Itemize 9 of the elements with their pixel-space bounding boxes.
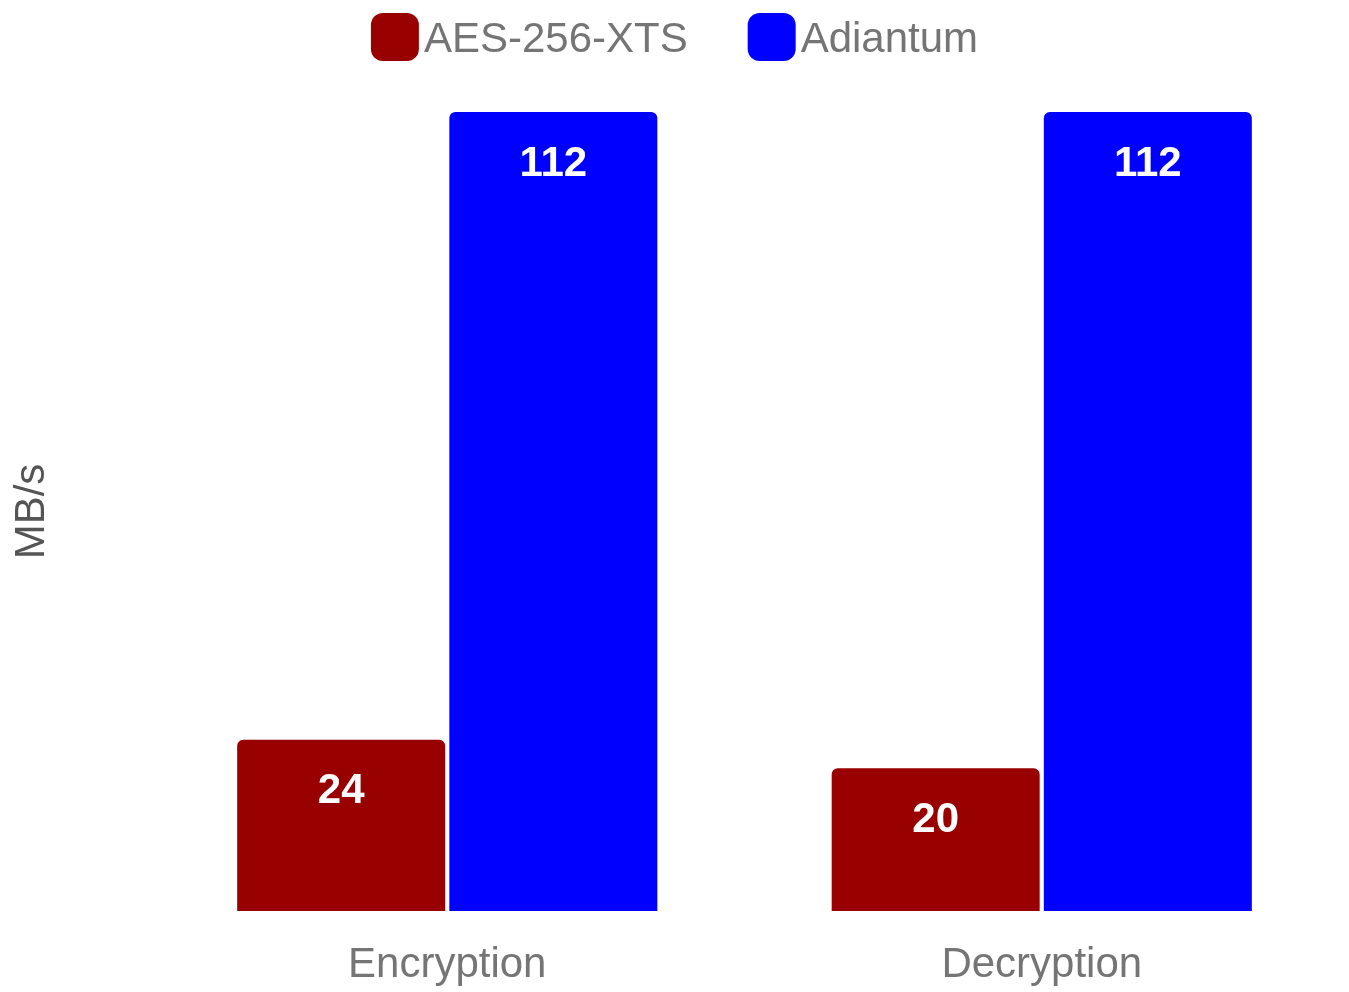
x-tick-label: Encryption xyxy=(348,938,547,986)
data-label: 112 xyxy=(1113,137,1182,185)
y-axis-title: MB/s xyxy=(5,463,53,560)
data-label: 112 xyxy=(519,137,588,185)
legend-label: Adiantum xyxy=(800,13,979,61)
data-label: 20 xyxy=(912,793,960,841)
data-label: 24 xyxy=(317,765,366,813)
x-tick-label: Decryption xyxy=(941,938,1143,986)
legend-label: AES-256-XTS xyxy=(423,13,688,61)
